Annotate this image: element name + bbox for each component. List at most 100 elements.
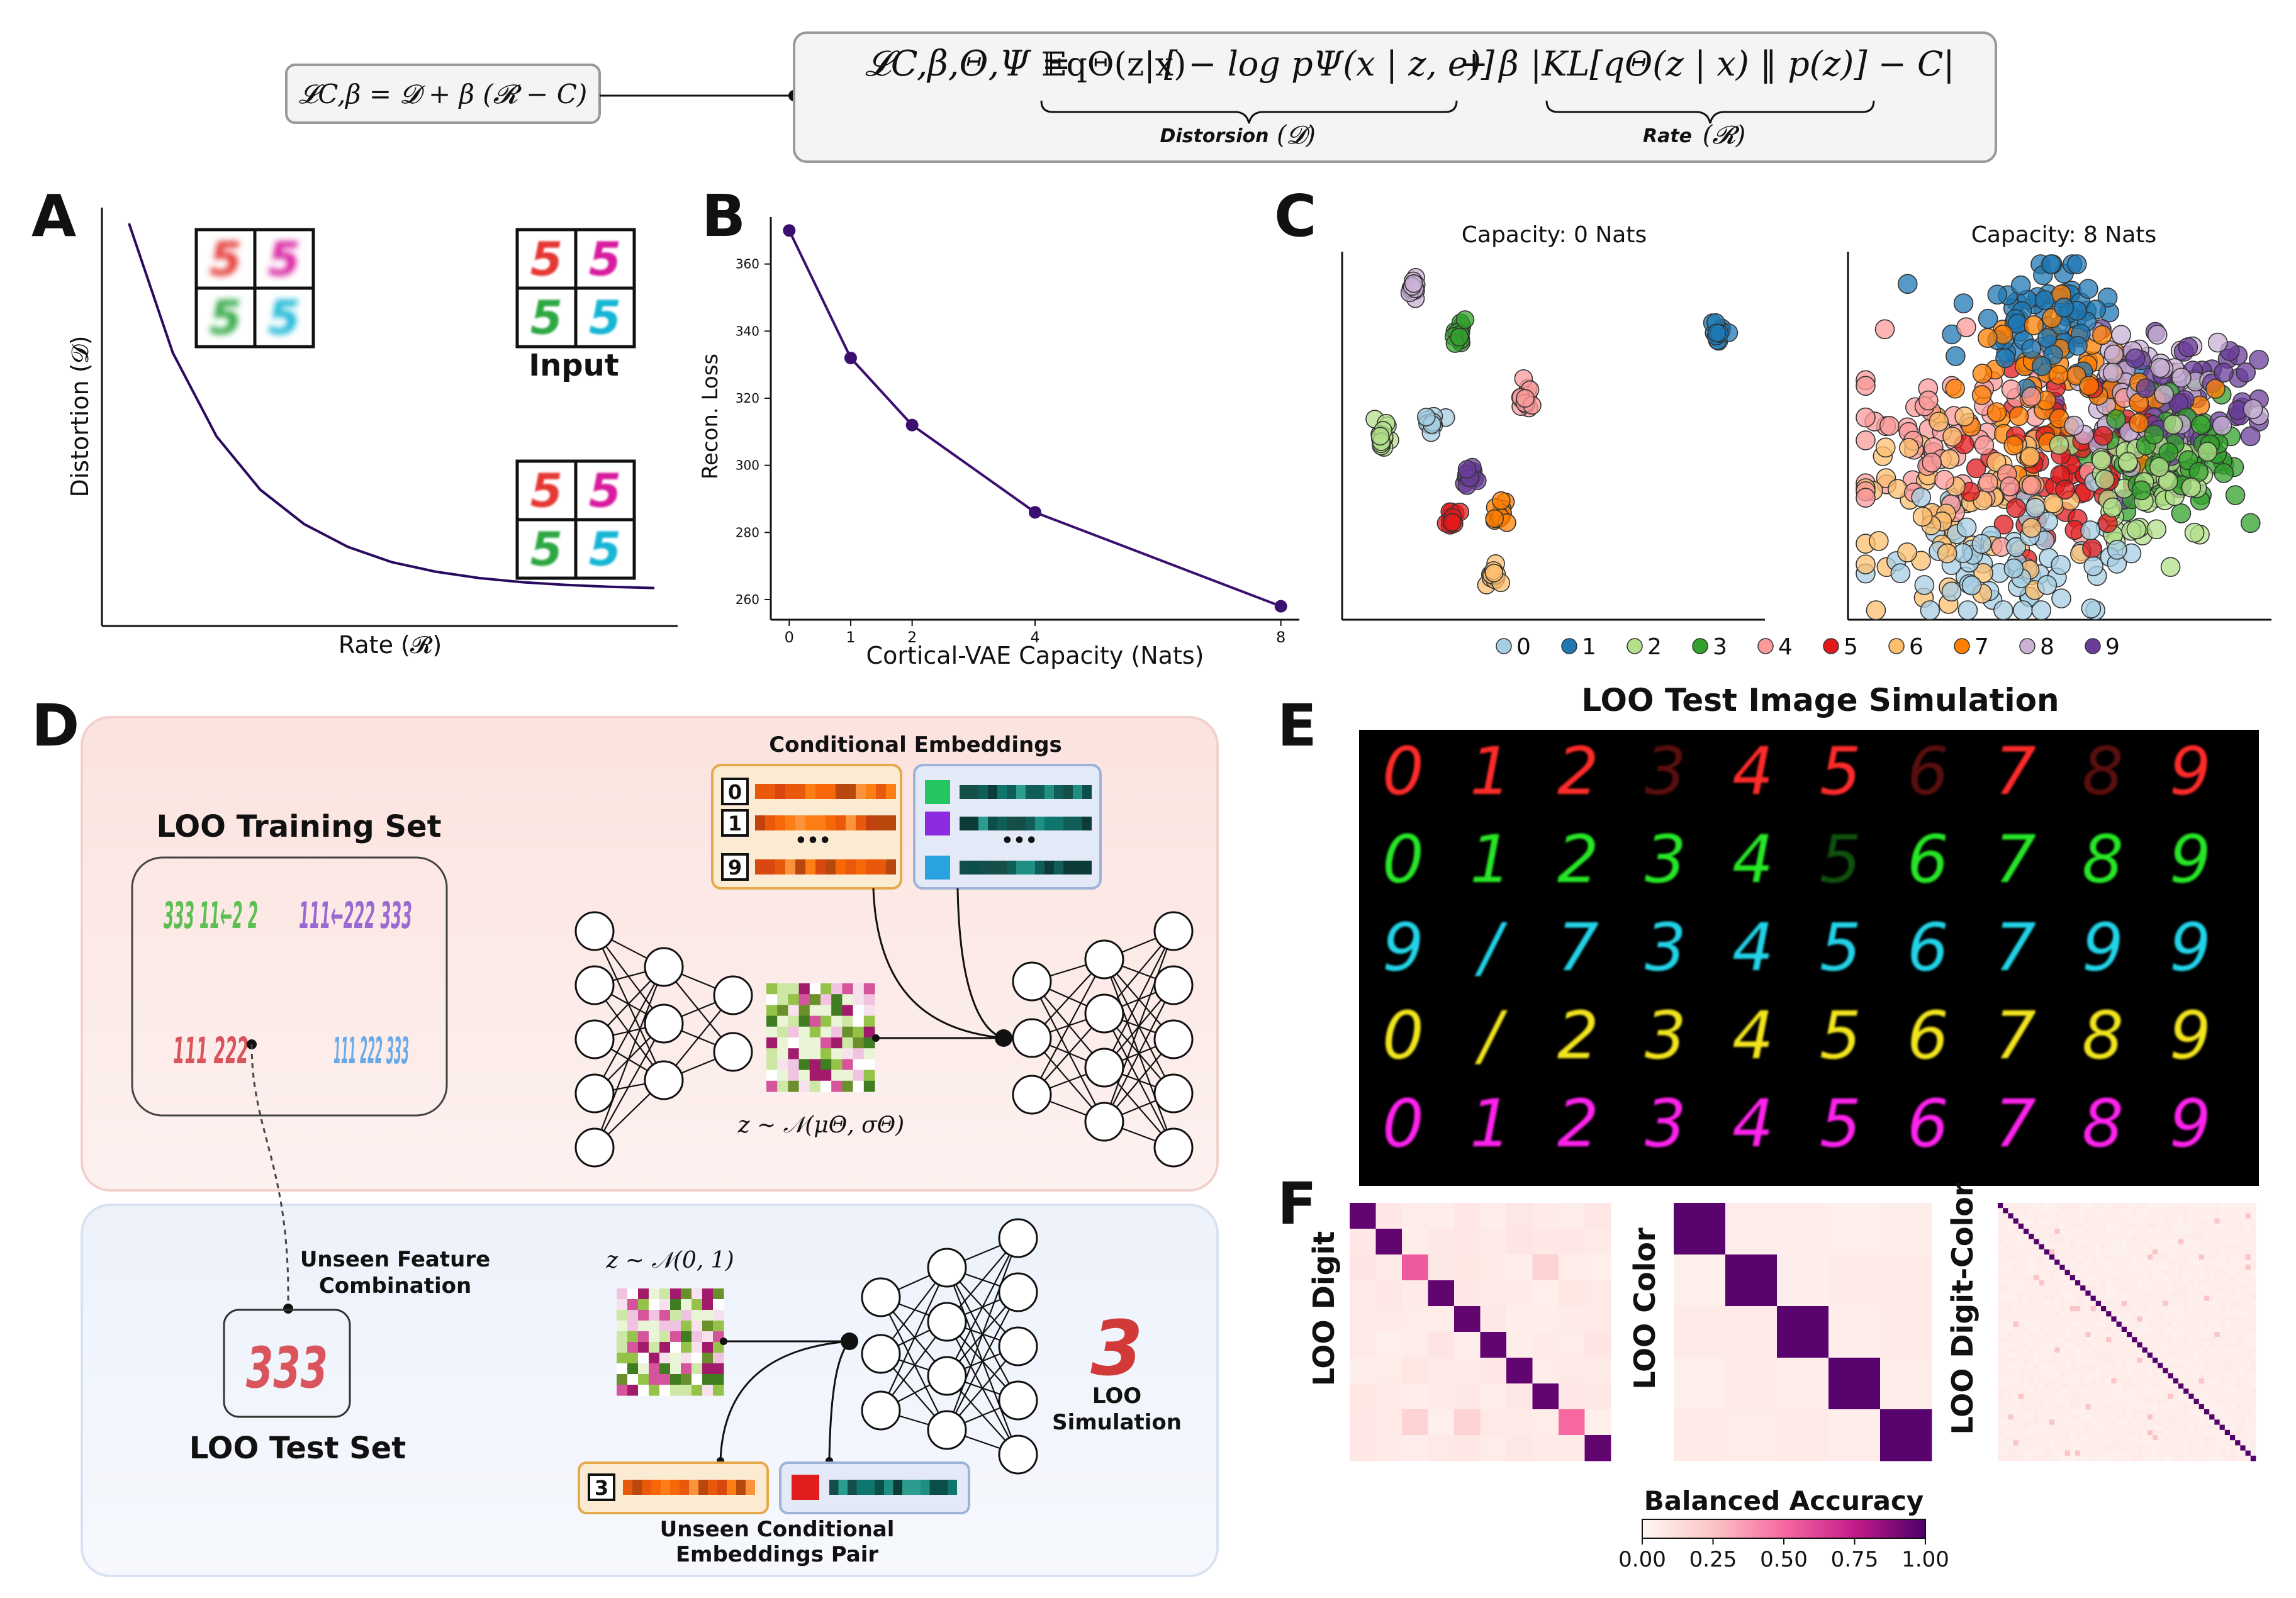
heatmap-cell bbox=[2132, 1321, 2137, 1327]
heatmap-cell bbox=[2090, 1249, 2097, 1255]
scatter-point bbox=[1888, 479, 1908, 500]
heatmap-cell bbox=[2137, 1358, 2142, 1363]
latent-out-dot bbox=[872, 1034, 880, 1042]
heatmap-cell bbox=[2142, 1363, 2148, 1368]
heatmap-cell bbox=[2085, 1254, 2091, 1260]
scatter-point bbox=[2092, 450, 2112, 471]
panel-label-c: C bbox=[1274, 182, 1317, 250]
heatmap-cell bbox=[2121, 1399, 2127, 1405]
scatter-point bbox=[1890, 563, 1911, 584]
heatmap-cell bbox=[1998, 1435, 2003, 1441]
latent-cell bbox=[777, 1070, 788, 1081]
heatmap-cell bbox=[2085, 1424, 2091, 1431]
digit-grid-cell bbox=[515, 518, 578, 580]
heatmap-cell bbox=[2034, 1254, 2039, 1260]
heatmap-cell bbox=[2219, 1383, 2226, 1389]
scatter-point bbox=[1416, 408, 1436, 427]
heatmap-cell bbox=[2080, 1337, 2086, 1343]
heatmap-cell bbox=[2147, 1208, 2153, 1214]
heatmap-cell bbox=[2214, 1285, 2220, 1291]
heatmap-cell bbox=[2069, 1321, 2076, 1327]
embedding-cell bbox=[997, 785, 1007, 799]
heatmap-cell bbox=[2080, 1270, 2086, 1276]
heatmap-cell bbox=[1584, 1306, 1611, 1333]
heatmap-cell bbox=[2132, 1373, 2137, 1379]
heatmap-cell bbox=[2003, 1234, 2008, 1239]
heatmap-cell bbox=[2158, 1383, 2163, 1389]
heatmap-cell bbox=[2106, 1352, 2112, 1358]
legend-label: 0 bbox=[1516, 634, 1531, 660]
heatmap-cell bbox=[2116, 1388, 2122, 1394]
heatmap-cell bbox=[2209, 1445, 2215, 1451]
latent-label: z ∼ 𝒩(μΘ, σΘ) bbox=[737, 1112, 904, 1138]
heatmap-cell bbox=[2101, 1337, 2107, 1343]
heatmap-cell bbox=[2137, 1229, 2142, 1234]
network-node bbox=[574, 965, 615, 1005]
heatmap-cell bbox=[2106, 1455, 2112, 1461]
heatmap-cell bbox=[2034, 1337, 2039, 1343]
heatmap-cell bbox=[2198, 1218, 2205, 1224]
digit-grid-cell bbox=[574, 518, 636, 580]
heatmap-cell bbox=[2224, 1275, 2231, 1281]
heatmap-cell bbox=[1375, 1229, 1403, 1255]
heatmap-cell bbox=[2214, 1316, 2220, 1322]
heatmap-cell bbox=[2069, 1414, 2076, 1420]
heatmap-cell bbox=[1998, 1373, 2003, 1379]
color-embed-link bbox=[956, 888, 1004, 1039]
heatmap-cell bbox=[2230, 1435, 2236, 1441]
heatmap-cell bbox=[2075, 1285, 2081, 1291]
heatmap-cell bbox=[2101, 1363, 2107, 1368]
heatmap-cell bbox=[2064, 1435, 2071, 1441]
heatmap-cell bbox=[2054, 1419, 2060, 1425]
heatmap-cell bbox=[2095, 1290, 2102, 1296]
network-node bbox=[644, 1060, 684, 1100]
heatmap-cell bbox=[2137, 1208, 2142, 1214]
heatmap-cell bbox=[2039, 1368, 2045, 1373]
heatmap-cell bbox=[2101, 1373, 2107, 1379]
heatmap-cell bbox=[2101, 1244, 2107, 1250]
heatmap-cell bbox=[2039, 1373, 2045, 1379]
latent-cell bbox=[702, 1353, 714, 1364]
scatter-point bbox=[2158, 442, 2179, 462]
heatmap-cell bbox=[2106, 1445, 2112, 1451]
digit-embeddings: 019 bbox=[721, 778, 896, 881]
heatmap-cell bbox=[2235, 1275, 2241, 1281]
heatmap-cell bbox=[2240, 1285, 2246, 1291]
heatmap-cell bbox=[2173, 1321, 2179, 1327]
latent-cell bbox=[809, 983, 821, 995]
heatmap-cell bbox=[2044, 1285, 2050, 1291]
heatmap-cell bbox=[2142, 1213, 2148, 1219]
heatmap-cell bbox=[2029, 1254, 2034, 1260]
heatmap-cell bbox=[2204, 1332, 2210, 1338]
heatmap-cell bbox=[2173, 1223, 2179, 1229]
heatmap-cell bbox=[2121, 1429, 2127, 1436]
heatmap-cell bbox=[2003, 1358, 2008, 1363]
heatmap-cell bbox=[2075, 1295, 2081, 1302]
scatter-point bbox=[2079, 376, 2099, 396]
heatmap-cell bbox=[2142, 1280, 2148, 1286]
scatter-point bbox=[1993, 600, 2013, 620]
latent-cell bbox=[681, 1374, 692, 1385]
heatmap-cell bbox=[2219, 1342, 2226, 1348]
heatmap-cell bbox=[2044, 1404, 2050, 1410]
heatmap-cell bbox=[2024, 1260, 2029, 1265]
heatmap-cell bbox=[2173, 1352, 2179, 1358]
heatmap-cell bbox=[2137, 1285, 2142, 1291]
legend-label: 5 bbox=[1844, 634, 1858, 660]
heatmap-cell bbox=[2049, 1440, 2055, 1446]
heatmap-cell bbox=[2024, 1445, 2029, 1451]
embedding-cell bbox=[876, 859, 886, 874]
heatmap-cell bbox=[2003, 1326, 2008, 1333]
heatmap-cell bbox=[2137, 1244, 2142, 1250]
latent-cell bbox=[777, 1005, 788, 1017]
heatmap-cell bbox=[2029, 1394, 2034, 1399]
heatmap-cell bbox=[2054, 1404, 2060, 1410]
heatmap-cell bbox=[2142, 1388, 2148, 1394]
heatmap-cell bbox=[2013, 1265, 2019, 1270]
heatmap-cell bbox=[2204, 1388, 2210, 1394]
heatmap-cell bbox=[2214, 1203, 2220, 1209]
y-tick-label: 280 bbox=[736, 525, 759, 540]
unseen-color-swatch bbox=[792, 1475, 819, 1500]
digit-glyph: 5 bbox=[530, 291, 563, 345]
simulated-digit-cell: 4 bbox=[1732, 1085, 1774, 1162]
